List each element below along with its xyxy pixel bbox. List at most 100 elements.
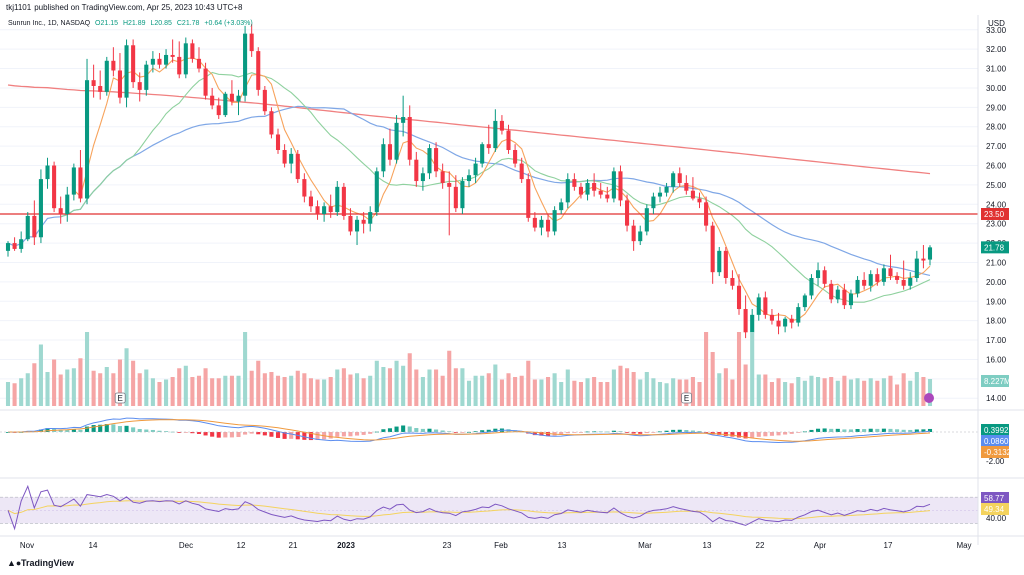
candle-body: [690, 190, 695, 199]
macd-histogram-bar: [750, 432, 755, 439]
rsi-value-tag-bg: [981, 492, 1009, 504]
macd-histogram-bar: [447, 431, 452, 433]
volume-bar: [407, 353, 412, 406]
volume-bar: [124, 348, 129, 406]
signal-line-tag-bg: [981, 446, 1009, 458]
candle-body: [223, 93, 228, 116]
macd-histogram-bar: [657, 431, 663, 433]
rsi-line: [7, 484, 931, 531]
volume-bar: [5, 382, 11, 406]
candle-body: [289, 153, 294, 164]
macd-histogram-bar: [223, 432, 228, 438]
footer-brand[interactable]: ▲●TradingView: [7, 558, 74, 568]
y-tick-label: 27.00: [986, 142, 1007, 151]
macd-histogram-bar: [545, 432, 551, 437]
x-tick-label: 13: [558, 541, 567, 550]
candle-body: [809, 278, 814, 296]
symbol-legend: Sunrun Inc., 1D, NASDAQ O21.15 H21.89 L2…: [8, 20, 256, 27]
candle-body: [170, 54, 175, 57]
candle-body: [519, 163, 524, 180]
y-tick-label: 19.00: [986, 297, 1007, 306]
candle-body: [618, 171, 623, 201]
volume-bar: [203, 368, 208, 406]
volume-bar: [440, 375, 445, 406]
x-tick-label: 13: [703, 541, 712, 550]
macd-histogram-bar: [888, 428, 893, 432]
volume-bar: [605, 382, 610, 406]
volume-bar: [137, 373, 142, 406]
macd-histogram-bar: [697, 431, 702, 432]
candle-body: [315, 206, 320, 214]
macd-histogram-bar: [427, 428, 432, 432]
volume-bar: [868, 378, 873, 406]
volume-bar: [289, 375, 294, 406]
volume-bar: [229, 375, 234, 406]
candle-body: [414, 159, 419, 182]
x-tick-label: 2023: [337, 541, 355, 550]
macd-histogram-bar: [822, 428, 827, 432]
price-pane[interactable]: [0, 23, 978, 399]
macd-histogram-bar: [131, 427, 136, 432]
macd-histogram-bar: [335, 432, 340, 437]
candle-body: [71, 167, 76, 195]
volume-bar: [486, 373, 491, 406]
volume-bar: [104, 367, 109, 406]
macd-histogram-bar: [190, 432, 195, 434]
candle-body: [144, 64, 149, 90]
candle-body: [32, 215, 37, 238]
candle-body: [52, 165, 57, 209]
candle-body: [704, 202, 709, 226]
author-name[interactable]: tkj1101: [6, 3, 32, 12]
volume-bar: [552, 373, 557, 406]
macd-histogram-bar: [611, 430, 616, 432]
candle-body: [921, 258, 926, 261]
rsi-pane: [0, 484, 978, 531]
ma-long-line: [7, 105, 931, 276]
macd-line-tag: 0.0860: [984, 437, 1009, 446]
volume-bar: [236, 375, 241, 406]
candle-body: [532, 217, 537, 228]
candle-body: [157, 58, 162, 65]
earnings-label: E: [684, 394, 689, 403]
y-tick-label: 23.00: [986, 220, 1007, 229]
candle-body: [131, 45, 136, 83]
macd-histogram-bar: [769, 432, 774, 436]
macd-histogram-bar: [592, 431, 597, 433]
macd-pane: [0, 417, 978, 444]
macd-histogram-bar: [855, 429, 860, 432]
candle-body: [249, 33, 254, 52]
candle-body: [216, 105, 221, 116]
candle-body: [677, 173, 682, 183]
currency-label: USD: [988, 19, 1005, 28]
macd-histogram-bar: [414, 428, 419, 432]
candle-body: [394, 122, 399, 160]
rsi-tick-label: 40.00: [986, 514, 1007, 523]
volume-bar: [618, 365, 623, 406]
macd-histogram-bar: [927, 428, 933, 432]
candle-body: [164, 54, 169, 65]
volume-bar: [427, 369, 432, 406]
volume-bar: [723, 368, 728, 406]
y-tick-label: 21.00: [986, 258, 1007, 267]
candle-body: [651, 196, 656, 209]
macd-histogram-bar: [164, 431, 169, 432]
candle-body: [440, 171, 445, 183]
candle-body: [25, 215, 30, 240]
volume-bar: [223, 375, 228, 406]
macd-histogram-bar: [453, 432, 458, 433]
macd-histogram-bar: [862, 429, 867, 432]
candle-body: [842, 289, 847, 306]
macd-histogram-bar: [466, 431, 472, 433]
candle-body: [908, 278, 913, 286]
volume-bar: [842, 375, 847, 406]
volume-bar: [164, 379, 169, 406]
symbol-name[interactable]: Sunrun Inc., 1D, NASDAQ: [8, 20, 91, 27]
macd-histogram-bar: [38, 429, 43, 432]
volume-bar: [657, 382, 663, 406]
macd-histogram-bar: [78, 429, 83, 432]
volume-bar: [282, 377, 287, 406]
published-text: published on TradingView.com, Apr 25, 20…: [34, 3, 243, 12]
y-tick-label: 20.00: [986, 278, 1007, 287]
